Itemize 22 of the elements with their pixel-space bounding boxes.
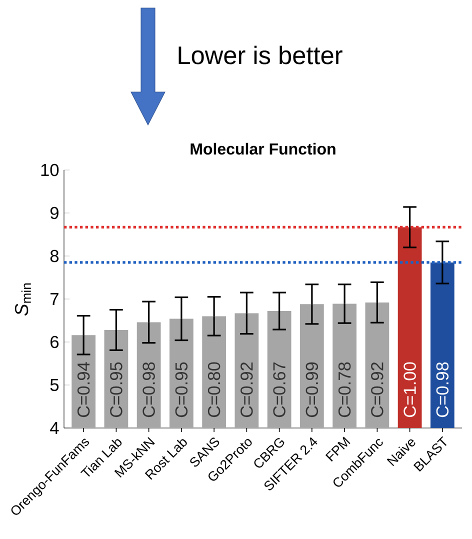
annotation: C=0.67 — [273, 362, 286, 418]
y-axis-title: S$_{min}$ — [14, 283, 31, 316]
y-tick-label: 10 — [41, 164, 59, 176]
y-tick-label: 4 — [50, 422, 59, 434]
text: Lower is better — [178, 46, 342, 64]
annotation: C=0.95 — [110, 362, 122, 418]
annotation: C=0.95 — [175, 362, 188, 418]
y-tick-label: 6 — [50, 336, 59, 348]
y-tick-label: 8 — [50, 250, 59, 262]
annotation: C=0.92 — [371, 362, 384, 418]
annotation: C=0.98 — [142, 362, 155, 418]
annotation: C=0.78 — [338, 362, 351, 418]
annotation: C=0.99 — [306, 362, 318, 418]
annotation: C=0.80 — [208, 362, 220, 418]
annotation: C=0.92 — [240, 362, 253, 418]
chart-title: Molecular Function — [190, 142, 336, 155]
annotation: C=0.98 — [436, 362, 449, 418]
y-tick-label: 9 — [50, 206, 58, 220]
annotation: C=0.94 — [77, 362, 90, 418]
y-tick-label: 7 — [50, 293, 58, 305]
y-tick-label: 5 — [50, 378, 59, 392]
annotation: C=1.00 — [404, 362, 416, 418]
